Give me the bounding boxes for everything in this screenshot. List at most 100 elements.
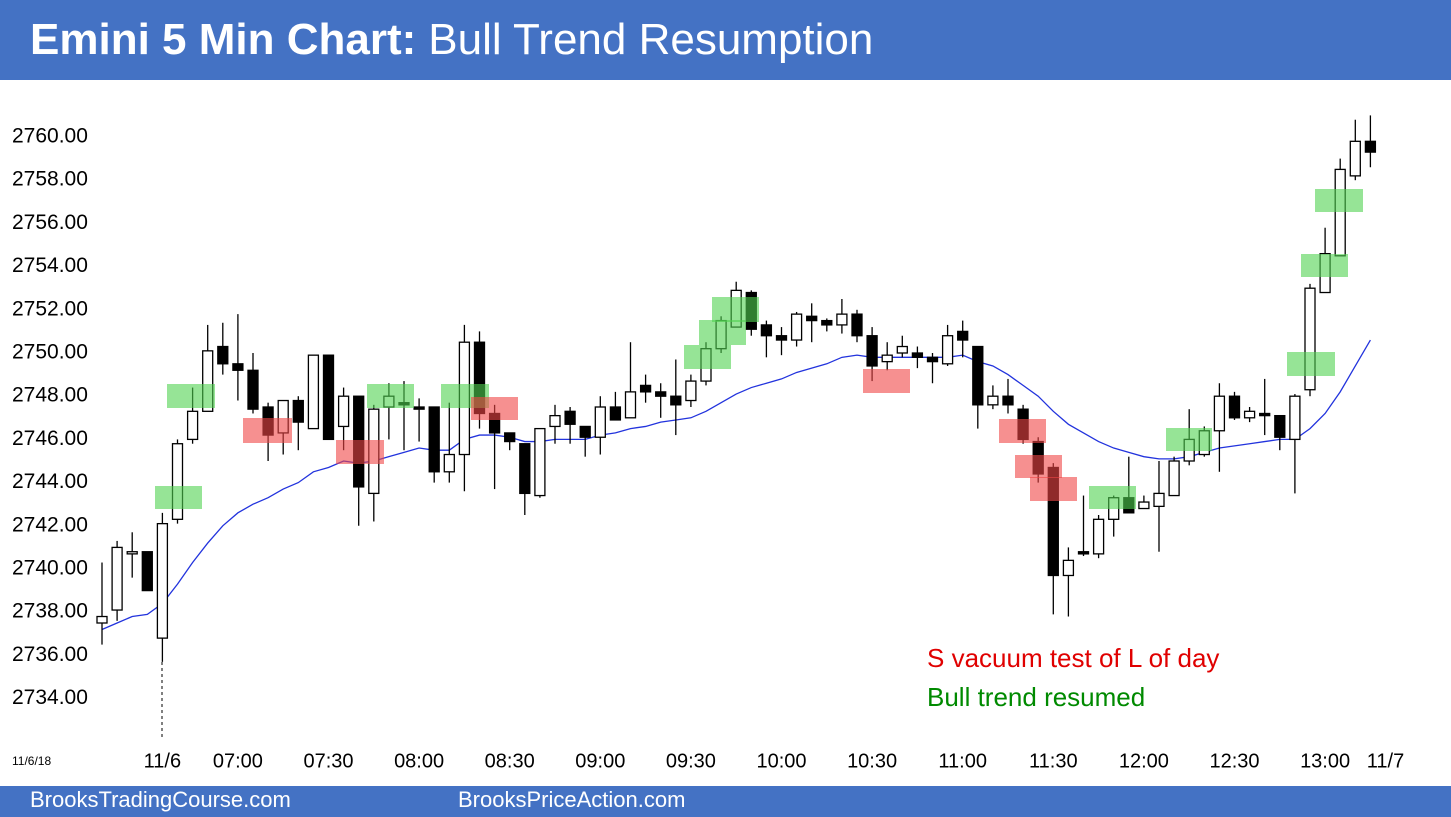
y-tick-label: 2752.00	[12, 297, 88, 320]
title-bar	[0, 0, 1451, 80]
y-tick-label: 2754.00	[12, 254, 88, 277]
candle-body	[126, 551, 138, 555]
candle-body	[1349, 140, 1361, 177]
candle-body	[443, 453, 455, 473]
green-box	[712, 297, 759, 322]
green-box	[1287, 352, 1335, 376]
candle-body	[655, 391, 667, 397]
candle-body	[957, 330, 969, 341]
annotation: Bull trend resumed	[927, 682, 1145, 712]
x-tick-label: 08:00	[394, 750, 444, 772]
candle-body	[836, 313, 848, 326]
candle-body	[911, 352, 924, 358]
red-box	[471, 397, 518, 420]
x-tick-label: 10:00	[756, 750, 806, 772]
red-box	[1015, 455, 1062, 478]
y-tick-label: 2740.00	[12, 557, 88, 580]
green-box	[684, 345, 731, 369]
y-tick-label: 2760.00	[12, 125, 88, 148]
annotation: S vacuum test of L of day	[927, 643, 1219, 673]
candle-body	[1274, 414, 1286, 438]
candle-body	[670, 395, 682, 406]
date-label: 11/6/18	[12, 754, 51, 768]
red-box	[243, 418, 292, 443]
candle-body	[186, 410, 199, 441]
x-tick-label: 11/6	[144, 750, 181, 772]
highlight-boxes	[155, 189, 1363, 509]
candle-body	[337, 395, 350, 428]
candle-body	[1334, 168, 1346, 257]
candle-body	[926, 356, 939, 363]
candle-body	[972, 345, 984, 406]
green-box	[367, 384, 414, 408]
x-tick-label: 11:00	[938, 750, 987, 772]
candle-body	[1002, 395, 1014, 406]
y-tick-label: 2758.00	[12, 168, 88, 191]
title-rest: Bull Trend Resumption	[428, 15, 873, 64]
candle-body	[1243, 410, 1256, 419]
candle-body	[1304, 287, 1316, 391]
candle-body	[111, 546, 123, 611]
footer-left: BrooksTradingCourse.com	[30, 787, 291, 812]
candle-body	[534, 427, 546, 497]
y-tick-label: 2738.00	[12, 600, 88, 623]
x-tick-label: 09:30	[666, 750, 716, 772]
ema-line	[101, 339, 1371, 631]
candle-body	[896, 345, 908, 354]
candle-body	[639, 384, 652, 393]
red-box	[336, 440, 384, 464]
title-bold: Emini 5 Min Chart:	[30, 15, 416, 64]
green-box	[155, 486, 202, 509]
y-tick-label: 2734.00	[12, 686, 88, 709]
candle-body	[1062, 559, 1075, 577]
candle-body	[866, 335, 878, 367]
candle-body	[821, 319, 833, 326]
candle-body	[987, 395, 999, 406]
green-box	[1301, 254, 1348, 277]
x-tick-label: 07:00	[213, 750, 263, 772]
candle-body	[1168, 460, 1180, 497]
candle-body	[1138, 501, 1150, 510]
candle-body	[609, 406, 622, 421]
y-tick-label: 2750.00	[12, 341, 88, 364]
candle-body	[1077, 551, 1090, 555]
y-tick-label: 2736.00	[12, 643, 88, 666]
candle-body	[775, 335, 788, 341]
x-tick-label: 12:30	[1209, 750, 1259, 772]
candle-body	[549, 414, 561, 428]
x-tick-label: 09:00	[575, 750, 625, 772]
footer-bar	[0, 786, 1451, 817]
candle-body	[232, 363, 244, 371]
candle-body	[1289, 395, 1301, 441]
green-box	[699, 320, 746, 345]
candle-body	[307, 354, 320, 430]
candle-body	[1259, 412, 1271, 417]
candle-body	[624, 391, 637, 419]
y-tick-label: 2748.00	[12, 384, 88, 407]
candle-body	[1364, 140, 1377, 153]
candle-body	[96, 615, 108, 624]
chart-title: Emini 5 Min Chart: Bull Trend Resumption	[30, 15, 873, 64]
candle-body	[504, 432, 516, 443]
green-box	[1315, 189, 1363, 212]
y-tick-label: 2746.00	[12, 427, 88, 450]
candle-body	[685, 380, 697, 402]
plot: 2734.00 2736.00 2738.00 2740.00 2742.00 2744.…	[12, 115, 1404, 772]
y-tick-label: 2744.00	[12, 470, 88, 493]
candle-body	[141, 551, 153, 592]
red-box	[999, 419, 1046, 443]
x-tick-label: 08:30	[485, 750, 535, 772]
candle-body	[1213, 395, 1226, 432]
candle-body	[881, 354, 893, 363]
candle-body	[564, 410, 576, 425]
footer-right: BrooksPriceAction.com	[458, 787, 685, 812]
candle-body	[292, 399, 304, 423]
x-tick-label: 13:00	[1300, 750, 1350, 772]
candle-body	[1092, 518, 1105, 555]
x-tick-label: 10:30	[847, 750, 897, 772]
x-tick-label: 11/7	[1367, 750, 1404, 772]
green-box	[1166, 428, 1212, 451]
x-tick-label: 07:30	[303, 750, 353, 772]
y-tick-label: 2742.00	[12, 513, 88, 536]
y-tick-label: 2756.00	[12, 211, 88, 234]
